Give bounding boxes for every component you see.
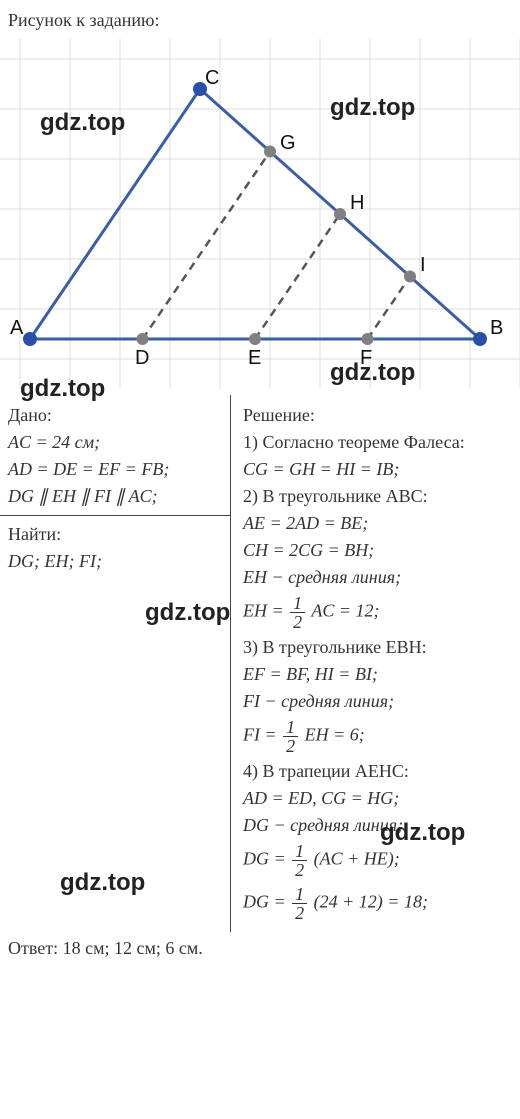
solution-title: Решение: [243, 405, 512, 426]
solution-column: Решение: 1) Согласно теореме Фалеса: CG … [230, 395, 520, 932]
find-line: DG; EH; FI; [8, 551, 222, 572]
sol-line: FI = 12 EH = 6; [243, 718, 512, 755]
frag: EH = 6; [305, 725, 365, 745]
frag: DG = [243, 849, 286, 869]
divider [0, 515, 230, 516]
fraction: 12 [292, 842, 307, 879]
sol-line: EH = 12 AC = 12; [243, 594, 512, 631]
label-B: B [490, 317, 503, 339]
solution-block: Дано: AC = 24 см; AD = DE = EF = FB; DG … [0, 389, 520, 932]
label-G: G [280, 132, 296, 154]
label-D: D [135, 347, 149, 369]
given-line: AC = 24 см; [8, 432, 222, 453]
sol-line: DG = 12 (AC + HE); [243, 842, 512, 879]
given-line: AD = DE = EF = FB; [8, 459, 222, 480]
label-A: A [10, 317, 24, 339]
frag: EH = [243, 601, 284, 621]
sol-line: CG = GH = HI = IB; [243, 459, 512, 480]
sol-line: AD = ED, CG = HG; [243, 788, 512, 809]
fraction: 12 [292, 885, 307, 922]
frag: (AC + HE); [314, 849, 400, 869]
label-F: F [360, 347, 372, 369]
sol-line: AE = 2AD = BE; [243, 513, 512, 534]
frag: AC = 12; [311, 601, 379, 621]
sol-line: CH = 2CG = BH; [243, 540, 512, 561]
label-H: H [350, 192, 364, 214]
given-line: DG ∥ EH ∥ FI ∥ AC; [8, 486, 222, 507]
sol-line: EH − средняя линия; [243, 567, 512, 588]
sol-line: 3) В треугольнике EBH: [243, 637, 512, 658]
frag: DG = [243, 892, 286, 912]
sol-line: DG − средняя линия; [243, 815, 512, 836]
given-title: Дано: [8, 405, 222, 426]
diagram: A B C D E F G H I gdz.top gdz.top gdz.to… [0, 39, 520, 389]
label-C: C [205, 67, 219, 89]
label-E: E [248, 347, 261, 369]
fraction: 12 [283, 718, 298, 755]
sol-line: DG = 12 (24 + 12) = 18; [243, 885, 512, 922]
sol-line: FI − средняя линия; [243, 691, 512, 712]
sol-line: 2) В треугольнике ABC: [243, 486, 512, 507]
geometry-svg: A B C D E F G H I [0, 39, 520, 389]
sol-line: 4) В трапеции AEHC: [243, 761, 512, 782]
fraction: 12 [290, 594, 305, 631]
label-I: I [420, 254, 426, 276]
sol-line: 1) Согласно теореме Фалеса: [243, 432, 512, 453]
given-column: Дано: AC = 24 см; AD = DE = EF = FB; DG … [0, 395, 230, 932]
frag: (24 + 12) = 18; [314, 892, 428, 912]
answer-line: Ответ: 18 см; 12 см; 6 см. [0, 932, 520, 971]
header-text: Рисунок к заданию: [0, 0, 520, 39]
frag: FI = [243, 725, 277, 745]
find-title: Найти: [8, 524, 222, 545]
sol-line: EF = BF, HI = BI; [243, 664, 512, 685]
